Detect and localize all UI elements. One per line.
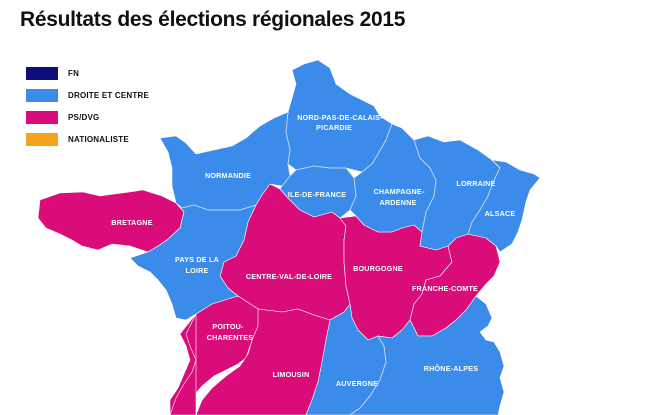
- region-limousin[interactable]: [195, 308, 331, 415]
- legend-item-droite-et-centre: DROITE ET CENTRE: [26, 84, 149, 106]
- legend-label-ps-dvg: PS/DVG: [68, 112, 100, 122]
- region-label-pays-de-la-loire-2: LOIRE: [186, 266, 209, 275]
- region-label-poitou-2: CHARENTES: [207, 333, 254, 342]
- border-nord-champagne: [361, 123, 393, 173]
- region-label-bourgogne: BOURGOGNE: [353, 264, 403, 273]
- legend-item-fn: FN: [26, 62, 149, 84]
- region-label-franche-comte: FRANCHE-COMTE: [412, 284, 478, 293]
- region-label-centre: CENTRE-VAL-DE-LOIRE: [246, 272, 332, 281]
- region-label-nord-2: PICARDIE: [316, 123, 352, 132]
- legend-swatch-nationaliste: [26, 132, 58, 146]
- region-label-normandie: NORMANDIE: [205, 171, 251, 180]
- border-champagne-lorraine: [413, 139, 437, 233]
- region-label-lorraine: LORRAINE: [456, 179, 495, 188]
- region-label-nord: NORD-PAS-DE-CALAIS-: [297, 113, 383, 122]
- region-label-bretagne: BRETAGNE: [111, 218, 152, 227]
- legend-item-nationaliste: NATIONALISTE: [26, 128, 149, 150]
- region-label-pays-de-la-loire: PAYS DE LA: [175, 255, 219, 264]
- region-label-champagne-2: ARDENNE: [380, 198, 417, 207]
- legend-swatch-ps-dvg: [26, 110, 58, 124]
- region-label-poitou: POITOU-: [212, 322, 244, 331]
- map-title: Résultats des élections régionales 2015: [20, 8, 406, 31]
- border-nord-normandie: [285, 111, 291, 177]
- region-label-champagne: CHAMPAGNE-: [374, 187, 425, 196]
- legend-label-fn: FN: [68, 68, 80, 78]
- legend-item-ps-dvg: PS/DVG: [26, 106, 149, 128]
- region-label-limousin: LIMOUSIN: [273, 370, 310, 379]
- border-idf-ring: [281, 165, 357, 219]
- region-south-west[interactable]: [169, 313, 197, 415]
- border-normandie-pdl: [175, 202, 257, 211]
- region-label-auvergne: AUVERGNE: [336, 379, 378, 388]
- border-lorraine-alsace: [467, 167, 501, 235]
- legend-swatch-droite-et-centre: [26, 88, 58, 102]
- border-auvergne-rhone: [349, 335, 387, 415]
- legend-label-nationaliste: NATIONALISTE: [68, 134, 129, 144]
- region-label-ile-de-france: ILE-DE-FRANCE: [288, 190, 347, 199]
- legend-label-droite-et-centre: DROITE ET CENTRE: [68, 90, 149, 100]
- legend-swatch-fn: [26, 66, 58, 80]
- legend: FN DROITE ET CENTRE PS/DVG NATIONALISTE: [26, 62, 149, 150]
- region-label-rhone-alpes: RHÔNE-ALPES: [424, 364, 479, 373]
- region-label-alsace: ALSACE: [485, 209, 516, 218]
